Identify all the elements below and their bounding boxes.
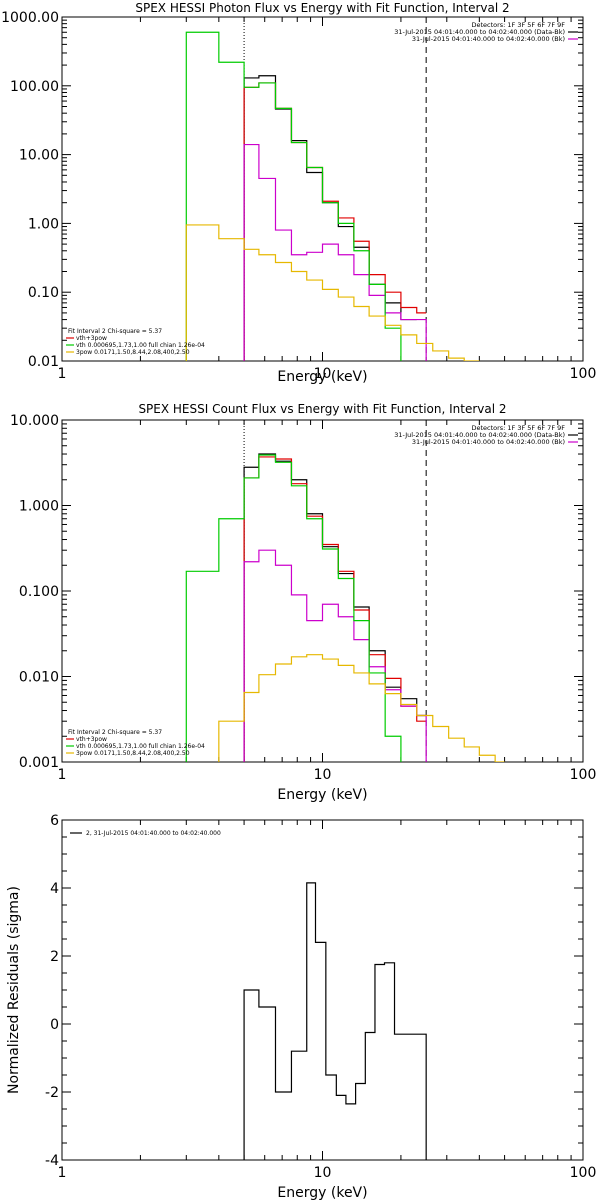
legend-line-1: Fit Interval 2 Chi-square = 5.37 <box>68 328 162 335</box>
y-tick-label: 100.00 <box>10 79 59 95</box>
chart-title: SPEX HESSI Photon Flux vs Energy with Fi… <box>135 1 509 15</box>
header-line-1: Detectors: 1F 3F 5F 6F 7F 9F <box>471 424 565 432</box>
x-axis-label: Energy (keV) <box>277 1185 367 1200</box>
y-tick-label: 0.010 <box>19 670 59 686</box>
series-line-1 <box>243 882 427 1160</box>
x-tick-label: 100 <box>570 366 597 382</box>
x-tick-label: 1 <box>58 366 67 382</box>
legend-line-4: 3pow 0.0171,1.50,8.44,2.08,400,2.50 <box>76 349 190 356</box>
y-tick-label: 10.000 <box>10 413 59 429</box>
x-tick-label: 100 <box>570 1165 597 1181</box>
x-tick-label: 1 <box>58 1165 67 1181</box>
legend-line-3: vth 0.000695,1.73,1.00 full chian 1.26e-… <box>76 743 205 750</box>
y-tick-label: 1.00 <box>28 216 59 232</box>
series-line-5 <box>218 654 505 762</box>
series-group <box>243 882 427 1160</box>
header-line-1: Detectors: 1F 3F 5F 6F 7F 9F <box>471 21 565 29</box>
x-axis-label: Energy (keV) <box>277 369 367 385</box>
chart-3: 1 10 100 6 4 2 0 -2 -4 Energy (keV) Normalized Res… <box>6 813 596 1200</box>
legend-line-4: 3pow 0.0171,1.50,8.44,2.08,400,2.50 <box>76 750 190 757</box>
y-tick-label: -4 <box>45 1153 59 1169</box>
legend-line-2: vth+3pow <box>76 335 107 342</box>
y-tick-label: 0.10 <box>28 285 59 301</box>
y-tick-label: 2 <box>50 949 59 965</box>
y-tick-label: 1000.00 <box>1 10 59 26</box>
series-group <box>185 453 505 762</box>
x-axis-label: Energy (keV) <box>277 787 367 803</box>
header-line-3: 31-Jul-2015 04:01:40.000 to 04:02:40.000… <box>412 35 565 43</box>
x-tick-label: 10 <box>314 1165 332 1181</box>
y-tick-label: 0 <box>50 1017 59 1033</box>
y-tick-label: 6 <box>50 813 59 829</box>
legend-line-1: Fit Interval 2 Chi-square = 5.37 <box>68 729 162 736</box>
header-line-2: 31-Jul-2015 04:01:40.000 to 04:02:40.000… <box>394 431 565 439</box>
legend-line-3: vth 0.000695,1.73,1.00 full chian 1.26e-… <box>76 342 205 349</box>
y-tick-label: -2 <box>45 1085 59 1101</box>
series-line-5 <box>185 224 480 361</box>
y-tick-label: 10.00 <box>19 148 59 164</box>
y-tick-label: 4 <box>50 881 59 897</box>
series-group <box>185 31 480 361</box>
chart-2: SPEX HESSI Count Flux vs Energy with Fit… <box>10 402 596 803</box>
y-tick-label: 0.100 <box>19 584 59 600</box>
y-tick-label: 0.001 <box>19 755 59 771</box>
legend-line-1: 2, 31-Jul-2015 04:01:40.000 to 04:02:40.… <box>86 830 221 837</box>
chart-title: SPEX HESSI Count Flux vs Energy with Fit… <box>138 402 506 416</box>
y-tick-label: 1.000 <box>19 499 59 515</box>
x-tick-label: 10 <box>314 366 332 382</box>
header-line-2: 31-Jul-2015 04:01:40.000 to 04:02:40.000… <box>394 28 565 36</box>
y-tick-label: 0.01 <box>28 354 59 370</box>
x-tick-label: 10 <box>314 767 332 783</box>
series-line-3 <box>243 143 427 361</box>
chart-1: SPEX HESSI Photon Flux vs Energy with Fi… <box>1 1 596 385</box>
x-tick-label: 100 <box>570 767 597 783</box>
header-line-3: 31-Jul-2015 04:01:40.000 to 04:02:40.000… <box>412 438 565 446</box>
x-tick-label: 1 <box>58 767 67 783</box>
series-line-4 <box>185 31 402 361</box>
y-axis-label: Normalized Residuals (sigma) <box>6 886 22 1094</box>
series-line-4 <box>185 454 402 762</box>
legend-line-2: vth+3pow <box>76 736 107 743</box>
